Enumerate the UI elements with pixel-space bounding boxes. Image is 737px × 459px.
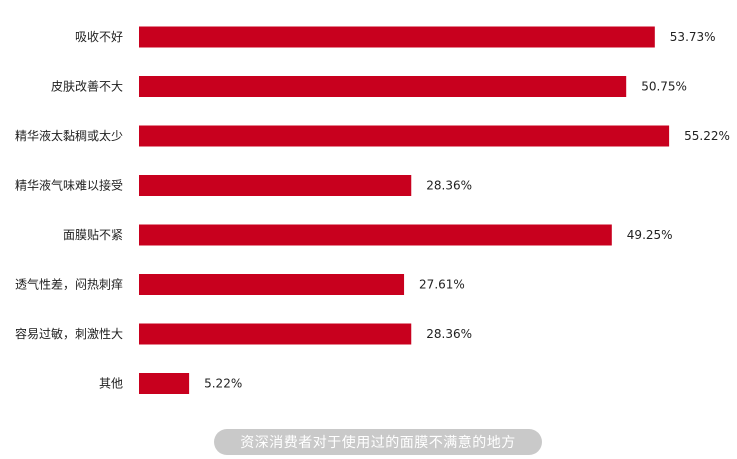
bar [139, 323, 412, 345]
value-label: 27.61% [419, 278, 465, 292]
bar [139, 224, 612, 246]
bar [139, 274, 405, 295]
bar [139, 373, 190, 394]
category-label: 精华液太黏稠或太少 [15, 128, 123, 143]
bar [139, 26, 655, 48]
category-label: 皮肤改善不大 [51, 79, 123, 94]
value-label: 49.25% [627, 228, 673, 242]
category-label: 精华液气味难以接受 [15, 178, 123, 193]
value-label: 55.22% [684, 129, 730, 143]
value-label: 53.73% [670, 30, 716, 44]
category-label: 吸收不好 [75, 30, 123, 44]
bar [139, 175, 412, 196]
value-label: 28.36% [426, 179, 472, 193]
chart-caption: 资深消费者对于使用过的面膜不满意的地方 [240, 435, 516, 451]
category-label: 面膜贴不紧 [63, 228, 123, 242]
value-label: 50.75% [641, 80, 687, 94]
bar [139, 125, 670, 147]
category-label: 其他 [99, 377, 123, 391]
chart-caption-pill: 资深消费者对于使用过的面膜不满意的地方 [214, 429, 542, 455]
value-label: 28.36% [426, 327, 472, 341]
value-label: 5.22% [204, 377, 242, 391]
category-label: 容易过敏，刺激性大 [15, 326, 123, 341]
category-label: 透气性差，闷热刺痒 [15, 277, 123, 292]
bar [139, 76, 627, 97]
